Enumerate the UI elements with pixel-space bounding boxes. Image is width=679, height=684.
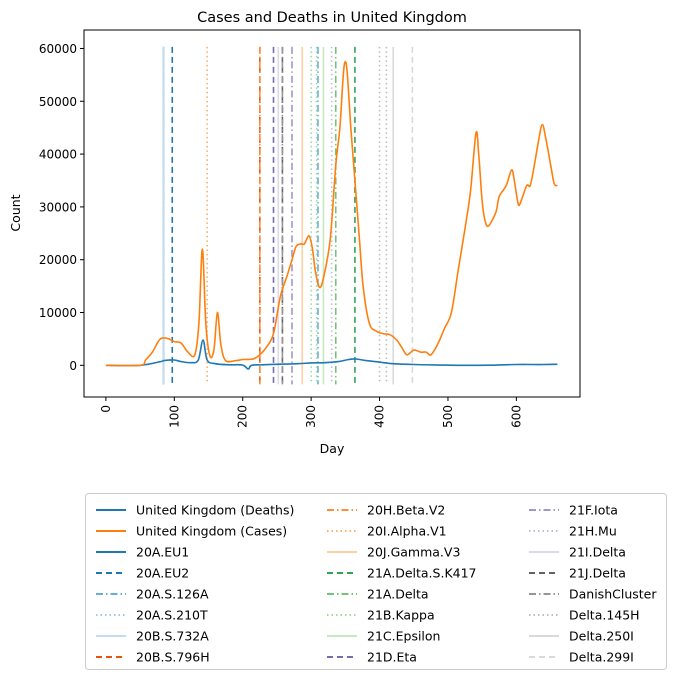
y-tick-label: 20000 (39, 253, 77, 267)
legend-label: 20A.S.210T (136, 608, 208, 623)
legend-label: 21I.Delta (569, 545, 626, 560)
chart-title: Cases and Deaths in United Kingdom (197, 10, 467, 26)
y-tick-label: 0 (69, 359, 77, 373)
legend-label: United Kingdom (Cases) (136, 524, 287, 539)
y-tick-label: 30000 (39, 200, 77, 214)
legend-label: 20A.EU2 (136, 566, 189, 581)
legend-label: 21A.Delta.S.K417 (367, 566, 477, 581)
legend: United Kingdom (Deaths) United Kingdom (C… (85, 493, 667, 670)
legend-label: 20H.Beta.V2 (367, 503, 445, 518)
legend-label: Delta.145H (569, 608, 640, 623)
y-tick-label: 60000 (39, 42, 77, 56)
deaths-series-line (105, 339, 558, 370)
y-tick-label: 40000 (39, 148, 77, 162)
x-tick-label: 200 (236, 405, 250, 428)
plot-frame (83, 29, 581, 398)
legend-label: 20A.S.126A (136, 587, 209, 602)
legend-label: 21C.Epsilon (367, 629, 440, 644)
legend-label: 20B.S.796H (136, 650, 210, 665)
legend-label: 21B.Kappa (367, 608, 435, 623)
plot-area (105, 46, 558, 385)
legend-label: 20I.Alpha.V1 (367, 524, 447, 539)
legend-label: 20J.Gamma.V3 (367, 545, 460, 560)
x-tick-label: 500 (441, 405, 455, 428)
x-tick-label: 400 (373, 405, 387, 428)
legend-label: 20A.EU1 (136, 545, 189, 560)
legend-label: 21A.Delta (367, 587, 429, 602)
legend-label: 21H.Mu (569, 524, 617, 539)
legend-label: 21D.Eta (367, 650, 417, 665)
legend-label: 20B.S.732A (136, 629, 209, 644)
x-tick-label: 0 (99, 405, 113, 413)
legend-label: 21J.Delta (569, 566, 626, 581)
legend-label: DanishCluster (569, 587, 657, 602)
x-axis-label: Day (320, 441, 345, 456)
y-tick-label: 10000 (39, 306, 77, 320)
y-axis-label: Count (8, 194, 23, 231)
y-tick-label: 50000 (39, 95, 77, 109)
axes: 0 100 200 300 400 500 600 0 10000 20000 30000 40000… (39, 42, 524, 428)
cases-series-line (105, 60, 558, 367)
legend-label: United Kingdom (Deaths) (136, 503, 294, 518)
legend-label: 21F.Iota (569, 503, 618, 518)
x-tick-label: 600 (509, 405, 523, 428)
legend-label: Delta.299I (569, 650, 634, 665)
x-tick-label: 100 (167, 405, 181, 428)
x-tick-label: 300 (304, 405, 318, 428)
legend-box (85, 493, 667, 670)
legend-label: Delta.250I (569, 629, 634, 644)
